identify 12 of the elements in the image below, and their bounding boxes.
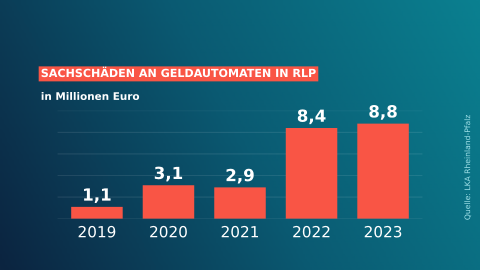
data-label: 2,9	[226, 168, 254, 184]
chart-subtitle: in Millionen Euro	[42, 92, 140, 100]
x-tick-label: 2021	[222, 226, 258, 238]
x-tick-label: 2023	[364, 226, 402, 238]
data-label: 8,8	[369, 105, 397, 120]
x-tick-label: 2020	[150, 226, 187, 238]
x-tick-label: 2022	[293, 226, 330, 238]
x-tick-label: 2019	[78, 226, 116, 238]
data-label: 3,1	[154, 166, 182, 182]
data-label: 8,4	[298, 109, 326, 124]
chart-title: SACHSCHÄDEN AN GELDAUTOMATEN IN RLP	[42, 66, 316, 78]
data-label: 1,1	[84, 188, 111, 203]
